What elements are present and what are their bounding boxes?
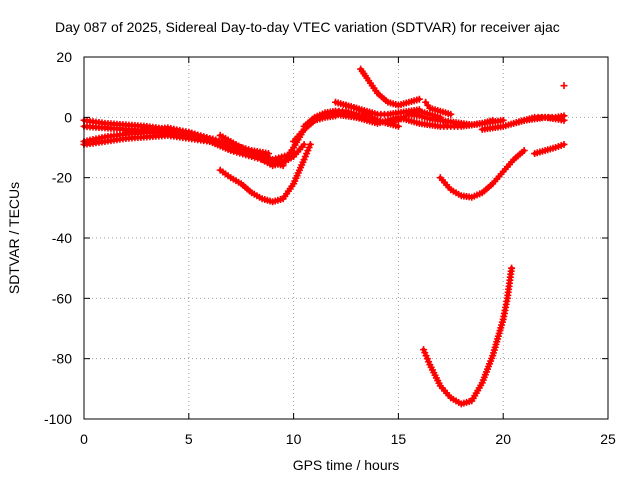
chart-title: Day 087 of 2025, Sidereal Day-to-day VTE… [55, 19, 560, 35]
data-point [394, 122, 402, 130]
y-tick-label: -100 [44, 411, 72, 427]
series-arc-8 [216, 140, 314, 206]
data-point [306, 140, 314, 148]
series-arc-14 [357, 65, 423, 109]
data-point [499, 116, 507, 124]
y-tick-label: -60 [52, 290, 72, 306]
series-arc-17 [405, 110, 507, 129]
data-point [415, 106, 423, 114]
x-axis-label: GPS time / hours [293, 457, 400, 473]
data-point [560, 112, 568, 120]
data-point [508, 264, 516, 272]
series-arc-21 [531, 140, 568, 158]
y-tick-label: 20 [56, 49, 72, 65]
series-arc-23 [420, 264, 516, 408]
series-arc-20 [510, 112, 568, 127]
y-tick-label: -40 [52, 230, 72, 246]
data-points [80, 65, 568, 408]
series-arc-24 [560, 82, 568, 90]
data-point [264, 150, 272, 158]
y-tick-label: 0 [64, 109, 72, 125]
data-point [560, 82, 568, 90]
axis-ticks: 0 5 10 15 20 25 -100 -80 -60 -40 -20 0 20 [44, 49, 616, 447]
data-point [447, 110, 455, 118]
x-tick-label: 10 [286, 431, 302, 447]
y-axis-label: SDTVAR / TECUs [6, 182, 22, 294]
series-arc-22 [436, 147, 528, 201]
x-tick-label: 20 [495, 431, 511, 447]
x-tick-label: 0 [80, 431, 88, 447]
y-tick-label: -80 [52, 351, 72, 367]
series-arc-18 [422, 98, 455, 118]
data-point [560, 140, 568, 148]
data-point [520, 147, 528, 155]
x-tick-label: 15 [391, 431, 407, 447]
x-tick-label: 5 [185, 431, 193, 447]
x-tick-label: 25 [600, 431, 616, 447]
y-tick-label: -20 [52, 170, 72, 186]
data-point [415, 95, 423, 103]
data-point [300, 140, 308, 148]
